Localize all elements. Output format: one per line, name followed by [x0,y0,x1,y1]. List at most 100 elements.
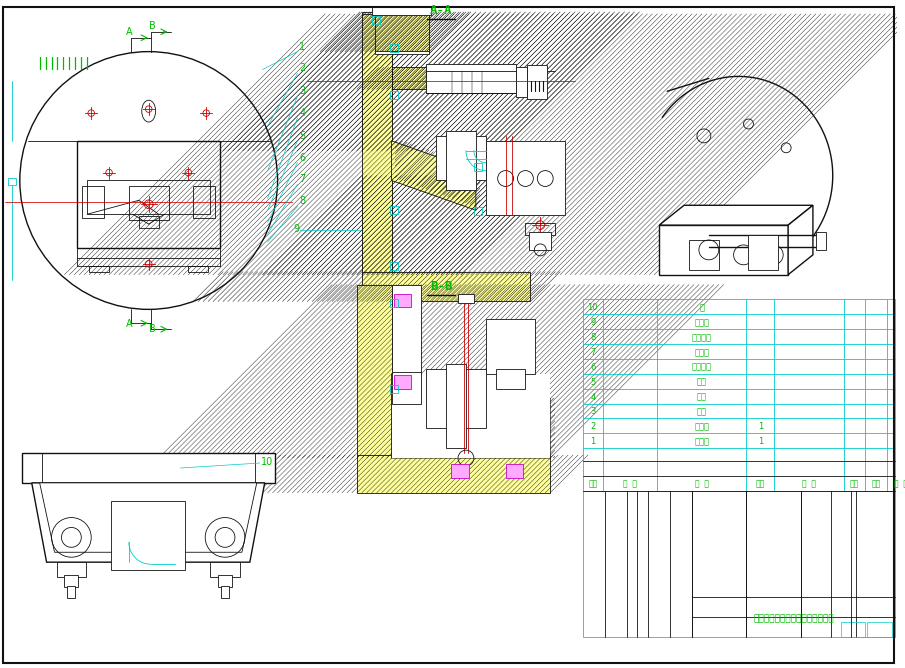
Text: B: B [149,21,156,31]
Text: 连接柱: 连接柱 [694,318,710,327]
Text: 6: 6 [300,153,306,163]
Bar [474,207,481,215]
Text: 3: 3 [590,407,595,416]
Polygon shape [392,141,476,210]
Text: 1: 1 [300,41,306,51]
Bar [362,12,392,151]
Bar [362,176,392,275]
Text: 代  号: 代 号 [623,480,637,489]
Bar [56,562,86,577]
Bar [22,453,274,483]
Text: 8: 8 [300,196,306,206]
Text: 平衡块: 平衡块 [694,437,710,446]
Bar [67,586,75,598]
Bar [841,622,865,637]
Text: 4: 4 [590,393,595,401]
Polygon shape [40,483,257,552]
Bar [390,385,397,393]
Bar [82,186,104,218]
Text: 8: 8 [590,333,595,342]
Text: 夹紧件: 夹紧件 [694,422,710,432]
Text: 5: 5 [590,377,595,387]
Bar [390,299,397,307]
Text: 名  称: 名 称 [695,480,709,489]
Bar [689,240,719,270]
Text: 单件: 单件 [850,480,859,489]
Bar [392,67,426,90]
Bar [390,206,397,214]
Bar [372,16,380,24]
Bar [64,575,79,587]
Bar [436,136,486,180]
Bar [375,51,429,53]
Text: 7: 7 [590,348,595,357]
Bar [221,586,229,598]
Text: 材  料: 材 料 [802,480,816,489]
Bar [390,92,397,100]
Bar [357,455,550,493]
Bar [451,464,469,478]
Text: 7: 7 [300,174,306,184]
Text: 调节螺钉: 调节螺钉 [692,333,712,342]
Bar [486,319,536,374]
Bar [526,223,555,235]
Bar [111,501,186,570]
Text: A-A: A-A [430,4,452,17]
Text: B: B [149,324,156,334]
Bar [372,7,432,15]
Bar [129,186,168,220]
Bar [426,369,486,428]
Polygon shape [659,205,813,225]
Bar [486,141,565,215]
Bar [87,180,210,214]
Bar [516,67,528,98]
Bar [188,266,208,272]
Text: A: A [126,27,132,37]
Text: 支撑盘: 支撑盘 [694,348,710,357]
Polygon shape [392,374,550,458]
Bar [77,141,220,248]
Bar [8,178,16,186]
Bar [496,369,526,389]
Text: 9: 9 [293,224,300,234]
Text: 1: 1 [590,437,595,446]
Bar [474,162,481,170]
Bar [194,186,215,218]
Text: 10: 10 [261,457,273,467]
Bar [90,266,109,272]
Text: 9: 9 [590,318,595,327]
Bar [362,14,392,275]
Text: 序号: 序号 [588,480,597,489]
Bar [394,375,412,389]
Bar [458,293,474,303]
Bar [392,372,422,403]
Bar [528,65,548,100]
Bar [867,622,892,637]
Text: 螺旋: 螺旋 [697,393,707,401]
Bar [218,575,232,587]
Text: 10: 10 [587,303,598,313]
Bar [210,562,240,577]
Bar [390,43,397,51]
Text: 螺栓: 螺栓 [697,407,707,416]
Text: B-B: B-B [430,279,452,293]
Text: 5: 5 [300,131,306,141]
Text: A: A [126,319,132,329]
Text: 4: 4 [300,108,306,118]
Text: 2: 2 [300,63,306,73]
Bar [748,235,778,270]
Text: 调节螺旋: 调节螺旋 [692,363,712,372]
Text: 6: 6 [590,363,595,372]
Bar [394,293,412,307]
Text: 数量: 数量 [756,480,765,489]
Text: 弯管接头加工工艺编制及夹具设计: 弯管接头加工工艺编制及夹具设计 [753,615,834,624]
Bar [426,63,516,94]
Bar [392,285,422,374]
Text: 总计: 总计 [872,480,881,489]
Text: 2: 2 [590,422,595,432]
Text: 楔块: 楔块 [697,377,707,387]
Bar [583,299,895,637]
Bar [375,12,429,51]
Bar [816,232,825,250]
Bar [506,464,523,478]
